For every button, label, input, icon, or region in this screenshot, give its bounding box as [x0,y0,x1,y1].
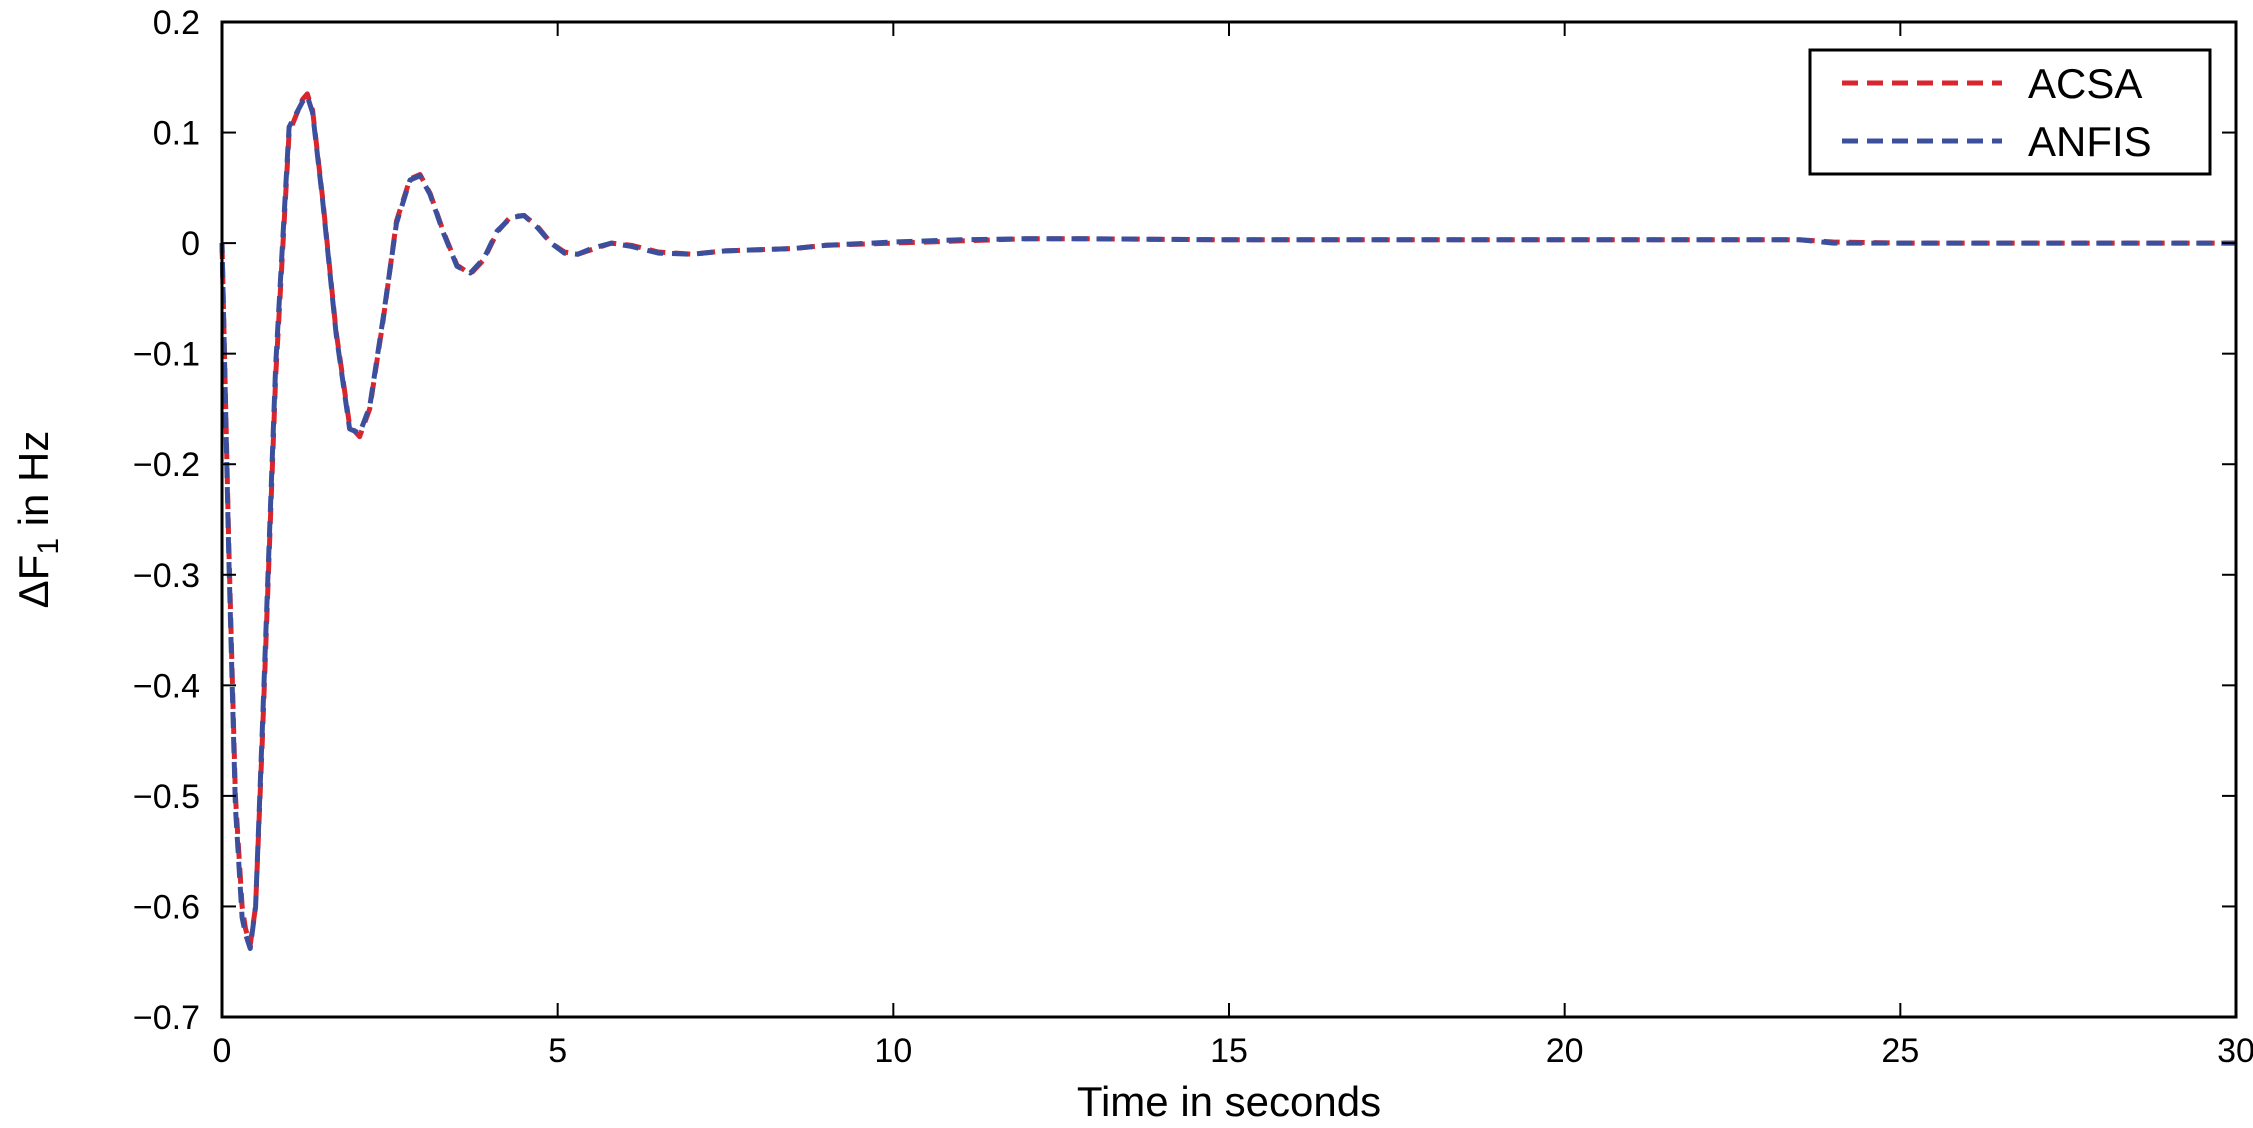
y-tick-label: −0.4 [133,667,200,705]
y-tick-label: −0.5 [133,778,200,816]
x-axis-title: Time in seconds [1077,1078,1381,1125]
y-axis-title-prefix: ΔF [10,555,57,609]
legend-label-anfis: ANFIS [2028,118,2152,165]
y-tick-label: 0 [181,225,200,263]
y-axis-title-subscript: 1 [32,538,65,555]
series-layer [219,91,2236,951]
x-tick-label: 0 [213,1032,232,1070]
legend: ACSA ANFIS [1808,48,2212,176]
ticks-layer [221,21,2237,1018]
legend-box [1808,48,2212,176]
x-tick-label: 10 [874,1032,912,1070]
x-tick-label: 15 [1210,1032,1248,1070]
x-tick-label: 5 [548,1032,567,1070]
y-tick-label: −0.3 [133,557,200,595]
y-tick-label: −0.1 [133,336,200,374]
y-axis-title-suffix: in Hz [10,431,57,538]
legend-label-acsa: ACSA [2028,60,2142,107]
y-tick-label: −0.7 [133,999,200,1037]
y-tick-label: 0.1 [153,115,200,153]
y-tick-label: −0.6 [133,888,200,926]
x-tick-label: 30 [2217,1032,2253,1070]
tick-labels-layer: 0 5 10 15 20 25 30 0.2 0.1 0 −0.1 −0.2 −0.3 −0.4 −0.5 −… [133,4,2253,1070]
y-tick-label: −0.2 [133,446,200,484]
x-tick-label: 25 [1881,1032,1919,1070]
y-tick-label: 0.2 [153,4,200,42]
series-line-acsa [219,91,2236,948]
x-tick-label: 20 [1546,1032,1584,1070]
series-line-anfis [219,93,2236,951]
y-axis-title: ΔF1 in Hz [10,431,65,609]
